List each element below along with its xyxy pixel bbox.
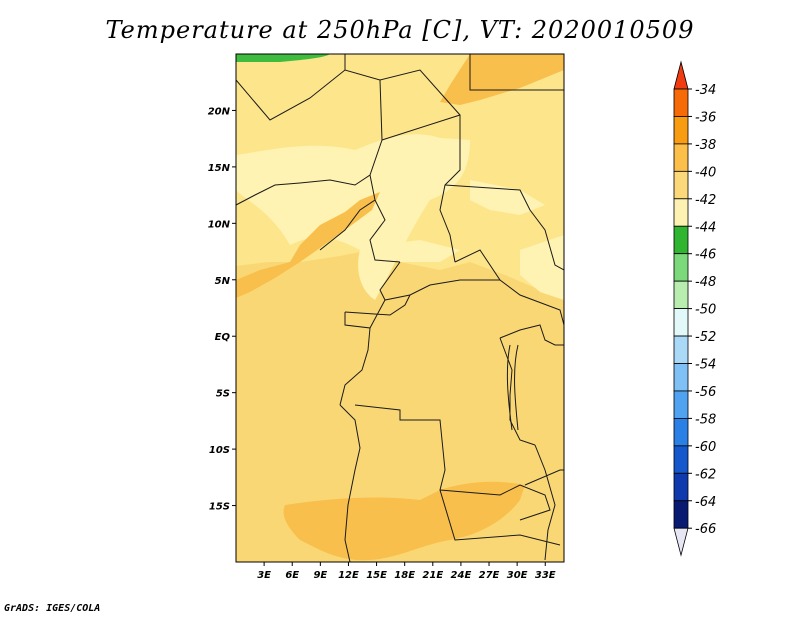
legend-label: -48	[695, 275, 716, 290]
lat-tick-label: 10N	[208, 219, 231, 230]
lon-tick-label: 18E	[394, 570, 415, 581]
band-42-to-44-southeast	[520, 235, 564, 300]
lat-tick-label: 5N	[215, 276, 231, 287]
country-borders	[236, 54, 564, 562]
legend-swatch	[673, 445, 689, 474]
lat-tick-label: 15N	[208, 163, 231, 174]
legend-label: -52	[695, 330, 716, 345]
legend-label: -36	[695, 110, 716, 125]
latitude-axis: 20N 15N 10N 5N EQ 5S 10S 15S	[208, 106, 236, 513]
legend-swatch	[673, 253, 689, 282]
lat-tick-label: 10S	[209, 445, 230, 456]
band-42-to-44-interior	[380, 240, 460, 262]
legend-label: -50	[695, 303, 716, 318]
legend-label: -44	[695, 220, 716, 235]
grads-credit: GrADS: IGES/COLA	[4, 603, 101, 614]
band-38-to-40-gulf	[236, 192, 380, 298]
lon-tick-label: 33E	[535, 570, 556, 581]
lat-tick-label: 15S	[209, 502, 230, 513]
lon-tick-label: 6E	[285, 570, 299, 581]
legend-swatch	[673, 363, 689, 392]
legend-swatch	[673, 527, 689, 557]
lon-tick-label: 3E	[257, 570, 271, 581]
legend-swatch	[673, 472, 689, 502]
legend-swatch	[673, 88, 689, 117]
page-title: Temperature at 250hPa [C], VT: 202001050…	[105, 16, 695, 44]
legend-swatch	[673, 198, 689, 227]
legend-label: -56	[695, 385, 716, 400]
lat-tick-label: 20N	[208, 106, 231, 117]
legend-swatch	[673, 500, 689, 529]
temperature-bands	[236, 54, 564, 561]
lon-tick-label: 15E	[366, 570, 387, 581]
legend-label: -54	[695, 358, 716, 373]
legend-swatch	[673, 308, 689, 337]
band-44-to-46-north	[236, 54, 330, 62]
legend-label: -40	[695, 165, 716, 180]
legend-label: -42	[695, 193, 716, 208]
legend-label: -62	[695, 467, 716, 482]
color-legend: -34 -36 -38 -40 -42 -44 -46 -48 -50 -52 -54 -56 -58 -…	[673, 60, 716, 557]
legend-swatch	[673, 143, 689, 172]
lon-tick-label: 9E	[313, 570, 327, 581]
lon-tick-label: 21E	[422, 570, 443, 581]
legend-label: -58	[695, 412, 716, 427]
lon-tick-label: 30E	[507, 570, 528, 581]
lat-tick-label: EQ	[215, 332, 231, 343]
band-38-to-40-north	[440, 54, 564, 105]
lon-tick-label: 24E	[451, 570, 472, 581]
legend-label: -38	[695, 138, 716, 153]
map-frame	[235, 53, 565, 563]
map-plot-area	[235, 53, 565, 563]
lon-tick-label: 27E	[479, 570, 500, 581]
legend-swatch	[673, 170, 689, 200]
legend-label: -34	[695, 83, 716, 98]
legend-swatch	[673, 417, 689, 447]
legend-label: -46	[695, 248, 716, 263]
legend-swatch	[673, 60, 689, 90]
legend-swatch	[673, 225, 689, 255]
band-38-to-40-south	[283, 481, 525, 561]
legend-swatch	[673, 280, 689, 309]
legend-swatch	[673, 335, 689, 364]
legend-label: -60	[695, 440, 716, 455]
legend-label: -64	[695, 495, 716, 510]
legend-label: -66	[695, 522, 716, 537]
legend-swatch	[673, 390, 689, 419]
longitude-axis: 3E 6E 9E 12E 15E 18E 21E 24E 27E 30E 33E	[257, 562, 556, 581]
lon-tick-label: 12E	[338, 570, 359, 581]
lat-tick-label: 5S	[216, 389, 230, 400]
band-42-to-44-east	[470, 180, 545, 215]
legend-swatch	[673, 116, 689, 145]
